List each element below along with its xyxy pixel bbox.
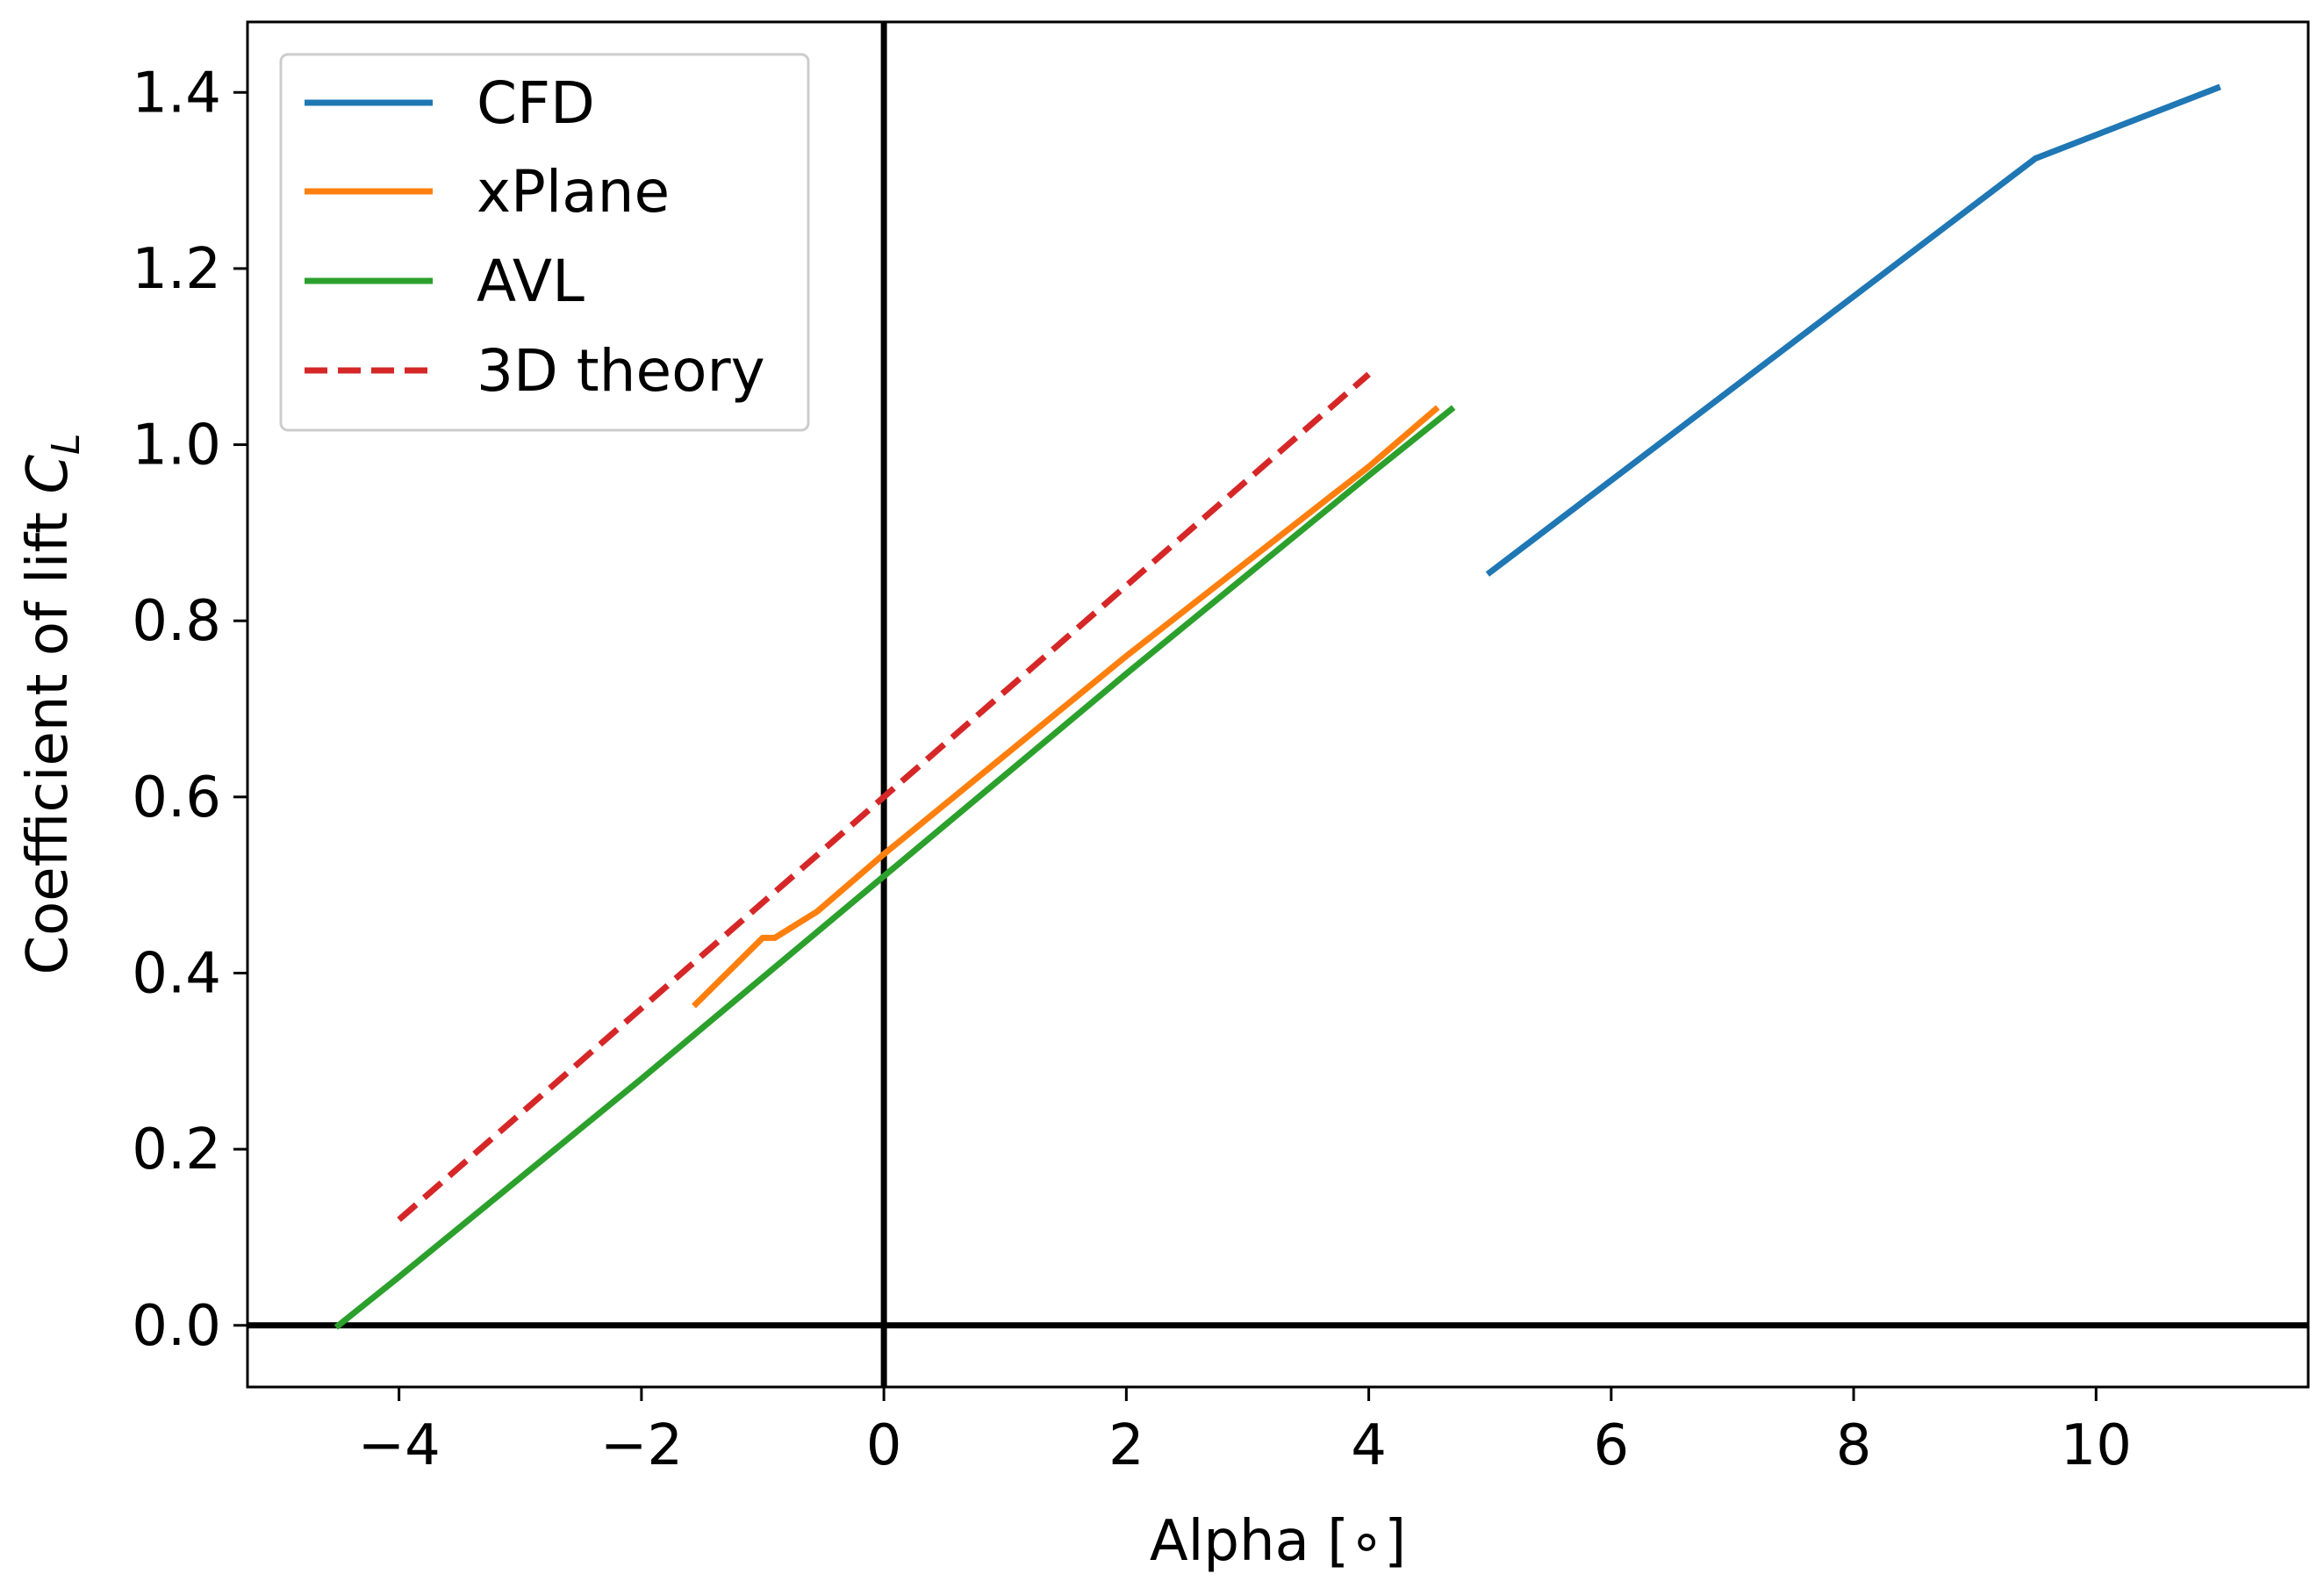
x-axis-ticks: −4 −2 0 2 4 6 8 10 (357, 1387, 2132, 1478)
legend-box (279, 53, 810, 432)
y-tick-label: 0.0 (132, 1294, 221, 1359)
y-tick-label: 1.4 (132, 61, 221, 126)
y-tick-label: 0.6 (132, 765, 221, 830)
x-tick-label: 4 (1351, 1413, 1387, 1478)
x-tick-label: 6 (1593, 1413, 1629, 1478)
y-tick-label: 1.0 (132, 413, 221, 478)
legend-entries: CFD xPlane AVL 3D theory (305, 69, 765, 405)
series-line-xplane (692, 405, 1440, 1009)
legend-label-avl: AVL (477, 248, 585, 315)
axes-frame (246, 20, 2310, 1389)
series-line-avl (334, 405, 1456, 1330)
y-axis-label-main: Coefficient of lift (16, 494, 81, 975)
x-tick-label: 2 (1108, 1413, 1144, 1478)
y-axis-ticks: 0.0 0.2 0.4 0.6 0.8 1.0 1.2 1.4 (132, 61, 247, 1359)
legend-label-3d-theory: 3D theory (477, 337, 765, 405)
legend-label-xplane: xPlane (477, 158, 670, 226)
x-tick-label: −4 (357, 1413, 440, 1478)
series-line-3d-theory (397, 371, 1371, 1223)
x-axis-label: Alpha [∘] (1150, 1509, 1406, 1574)
reference-lines (247, 22, 2308, 1387)
y-tick-label: 0.4 (132, 941, 221, 1006)
x-tick-label: 0 (866, 1413, 902, 1478)
legend-label-cfd: CFD (477, 69, 595, 137)
y-axis-label-symbol: C (16, 455, 81, 494)
x-tick-label: 8 (1836, 1413, 1872, 1478)
y-tick-label: 0.2 (132, 1117, 221, 1182)
x-tick-label: 10 (2061, 1413, 2132, 1478)
series-layer (334, 83, 2221, 1330)
x-tick-label: −2 (600, 1413, 683, 1478)
plot-area (246, 20, 2310, 1389)
y-tick-label: 0.8 (132, 589, 221, 654)
y-axis-label-subscript: L (44, 433, 89, 455)
y-tick-label: 1.2 (132, 237, 221, 302)
y-axis-label: Coefficient of lift CL (16, 433, 89, 974)
legend: CFD xPlane AVL 3D theory (279, 53, 810, 432)
series-line-cfd (1485, 83, 2221, 577)
